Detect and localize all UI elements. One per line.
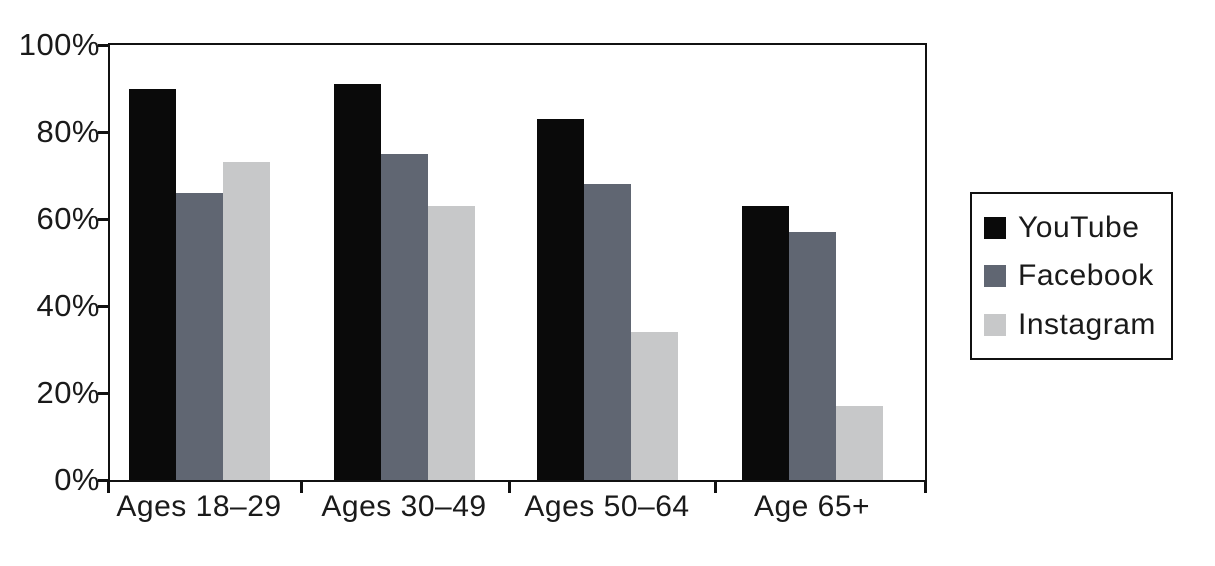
bar-instagram-age-65 [836,406,883,480]
y-axis-label-0: 0% [54,462,100,497]
bar-instagram-ages-18-29 [223,162,270,480]
y-axis-tick-60 [98,218,108,221]
y-axis-tick-40 [98,305,108,308]
legend-swatch-instagram [984,313,1006,336]
x-axis-tick [924,480,927,493]
y-axis-tick-100 [98,44,108,47]
legend-item-facebook: Facebook [984,261,1171,291]
legend: YouTube Facebook Instagram [970,192,1173,360]
legend-label-instagram: Instagram [1018,307,1156,341]
bar-instagram-ages-30-49 [428,206,475,480]
y-axis-label-40: 40% [36,288,100,323]
bar-facebook-ages-30-49 [381,154,428,480]
bar-facebook-ages-50-64 [584,184,631,480]
x-axis-tick [714,480,717,493]
legend-swatch-facebook [984,265,1006,287]
x-axis-tick [107,480,110,493]
bar-youtube-age-65 [742,206,789,480]
y-axis-tick-0 [98,479,108,482]
bar-facebook-age-65 [789,232,836,480]
y-axis-label-60: 60% [36,201,100,236]
x-axis-label-ages-18-29: Ages 18–29 [116,490,282,523]
x-axis-label-age-65: Age 65+ [753,490,871,523]
bar-youtube-ages-18-29 [129,89,176,480]
y-axis-label-20: 20% [36,375,100,410]
y-axis-label-100: 100% [18,27,100,62]
x-axis-tick [300,480,303,493]
y-axis-tick-80 [98,131,108,134]
bar-youtube-ages-50-64 [537,119,584,480]
bar-facebook-ages-18-29 [176,193,223,480]
legend-swatch-youtube [984,216,1006,239]
bar-youtube-ages-30-49 [334,84,381,480]
y-axis-tick-20 [98,392,108,395]
y-axis-label-80: 80% [36,114,100,149]
x-axis-tick [508,480,511,493]
legend-label-youtube: YouTube [1018,210,1140,244]
bar-instagram-ages-50-64 [631,332,678,480]
legend-item-youtube: YouTube [984,210,1171,244]
x-axis-label-ages-50-64: Ages 50–64 [524,490,690,523]
legend-label-facebook: Facebook [1018,259,1154,292]
legend-item-instagram: Instagram [984,307,1171,341]
x-axis-label-ages-30-49: Ages 30–49 [321,490,487,523]
